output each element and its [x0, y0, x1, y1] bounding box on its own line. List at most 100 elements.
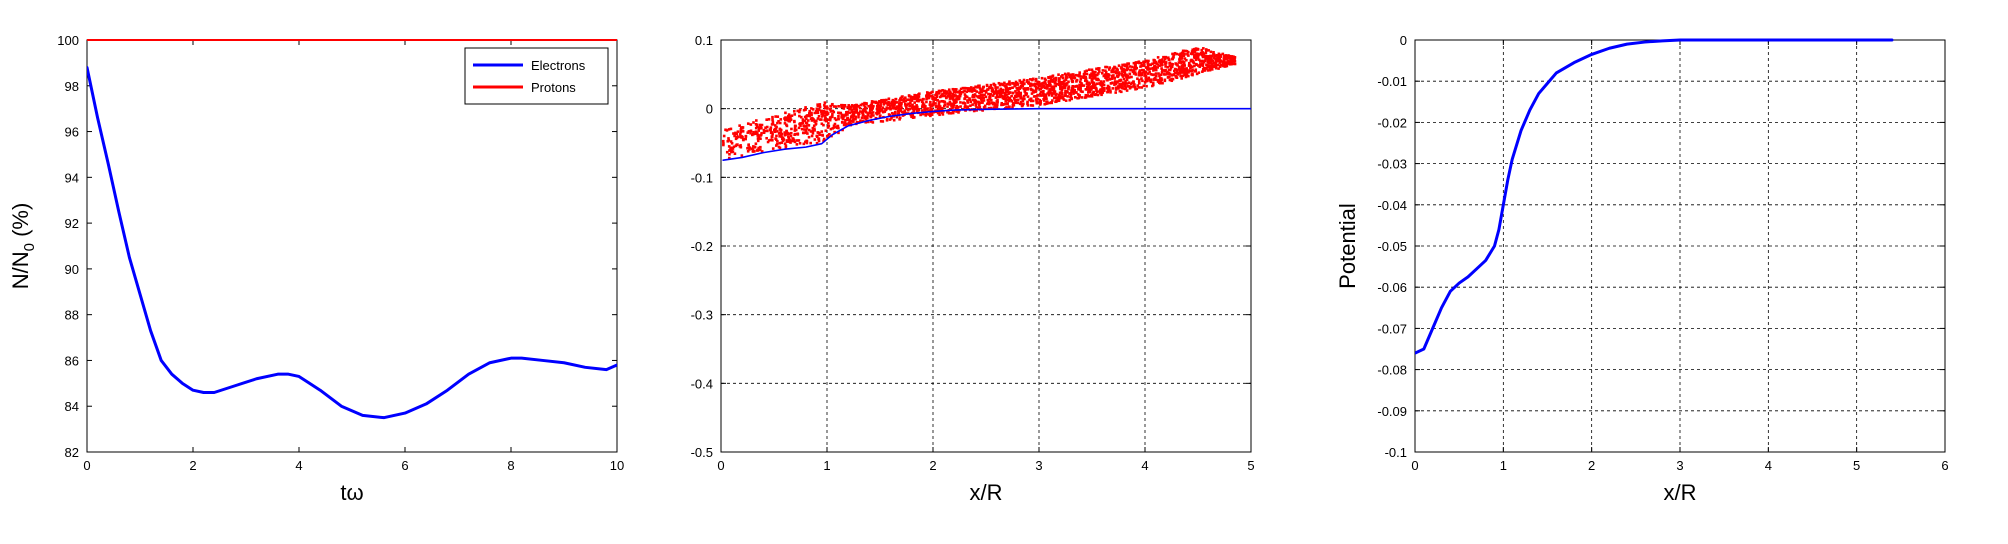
scatter-point	[948, 97, 952, 100]
scatter-point	[1014, 95, 1018, 99]
scatter-point	[1064, 90, 1068, 93]
scatter-point	[1181, 63, 1185, 67]
scatter-point	[1009, 98, 1013, 102]
scatter-point	[987, 106, 991, 110]
scatter-point	[957, 97, 961, 100]
scatter-point	[994, 91, 998, 95]
scatter-point	[753, 150, 756, 153]
series-line-main	[1415, 38, 1894, 355]
scatter-point	[1021, 83, 1025, 87]
scatter-point	[1052, 92, 1056, 95]
scatter-point	[1036, 86, 1040, 90]
plot-series	[721, 47, 1251, 161]
y-tick-label: 88	[65, 308, 79, 323]
scatter-point	[1039, 92, 1042, 96]
scatter-point	[752, 121, 755, 124]
scatter-point	[877, 108, 881, 111]
scatter-point	[942, 100, 946, 103]
scatter-point	[803, 115, 807, 119]
scatter-point	[1105, 77, 1108, 81]
scatter-point	[1041, 82, 1045, 85]
scatter-point	[841, 117, 845, 121]
scatter-point	[771, 120, 775, 124]
scatter-point	[1008, 97, 1012, 100]
scatter-point	[1134, 73, 1138, 76]
scatter-point	[788, 115, 792, 119]
scatter-point	[820, 122, 824, 126]
scatter-point	[1207, 55, 1210, 58]
scatter-point	[916, 99, 920, 102]
scatter-point	[803, 125, 806, 128]
scatter-point	[1029, 84, 1032, 88]
scatter-point	[1042, 89, 1045, 93]
scatter-point	[986, 88, 990, 91]
scatter-point	[1120, 72, 1124, 76]
scatter-point	[921, 112, 924, 116]
scatter-point	[732, 132, 735, 135]
scatter-point	[1144, 74, 1148, 78]
scatter-point	[1204, 51, 1208, 55]
y-tick-label: -0.04	[1377, 198, 1407, 213]
scatter-point	[1214, 64, 1218, 68]
scatter-point	[830, 115, 834, 118]
scatter-point	[861, 119, 865, 123]
scatter-point	[936, 99, 939, 102]
scatter-point	[1018, 102, 1022, 106]
scatter-point	[1182, 52, 1186, 56]
scatter-point	[1156, 56, 1160, 59]
scatter-point	[842, 107, 846, 110]
scatter-point	[909, 96, 913, 99]
scatter-point	[815, 107, 819, 111]
scatter-point	[1152, 69, 1155, 72]
scatter-point	[776, 139, 779, 143]
scatter-point	[898, 99, 901, 102]
scatter-point	[893, 106, 896, 110]
scatter-point	[930, 113, 934, 116]
scatter-point	[1226, 55, 1230, 59]
scatter-point	[777, 132, 781, 135]
scatter-point	[849, 122, 853, 126]
scatter-point	[993, 107, 997, 110]
scatter-point	[787, 115, 790, 118]
scatter-point	[988, 86, 991, 90]
scatter-point	[945, 96, 948, 99]
scatter-point	[1107, 88, 1110, 91]
x-tick-label: 2	[189, 458, 196, 473]
scatter-point	[1004, 97, 1008, 101]
scatter-point	[1003, 94, 1007, 98]
scatter-point	[1083, 70, 1087, 73]
scatter-point	[1156, 63, 1160, 66]
scatter-point	[1014, 82, 1018, 85]
scatter-point	[1134, 65, 1137, 68]
scatter-point	[1142, 84, 1146, 88]
scatter-point	[1133, 71, 1137, 74]
scatter-point	[955, 104, 959, 108]
scatter-point	[930, 111, 934, 115]
scatter-point	[1102, 89, 1106, 93]
scatter-point	[934, 97, 938, 100]
scatter-point	[990, 89, 994, 92]
scatter-point	[1120, 70, 1124, 73]
scatter-point	[774, 137, 777, 140]
scatter-point	[1058, 91, 1062, 95]
scatter-point	[1057, 73, 1060, 76]
scatter-point	[1071, 86, 1075, 89]
scatter-point	[1071, 88, 1075, 91]
scatter-point	[946, 94, 949, 97]
scatter-point	[1047, 91, 1051, 95]
scatter-point	[1117, 71, 1121, 74]
scatter-point	[755, 125, 759, 129]
scatter-point	[1084, 78, 1088, 82]
scatter-point	[829, 110, 833, 113]
scatter-point	[1125, 82, 1129, 85]
scatter-point	[869, 115, 873, 118]
y-tick-label: 98	[65, 79, 79, 94]
scatter-point	[878, 116, 882, 119]
scatter-point	[1178, 54, 1182, 58]
scatter-point	[881, 120, 885, 123]
scatter-point	[820, 115, 824, 118]
scatter-point	[804, 128, 808, 132]
scatter-point	[820, 110, 823, 113]
scatter-point	[809, 130, 813, 133]
scatter-point	[941, 89, 944, 92]
